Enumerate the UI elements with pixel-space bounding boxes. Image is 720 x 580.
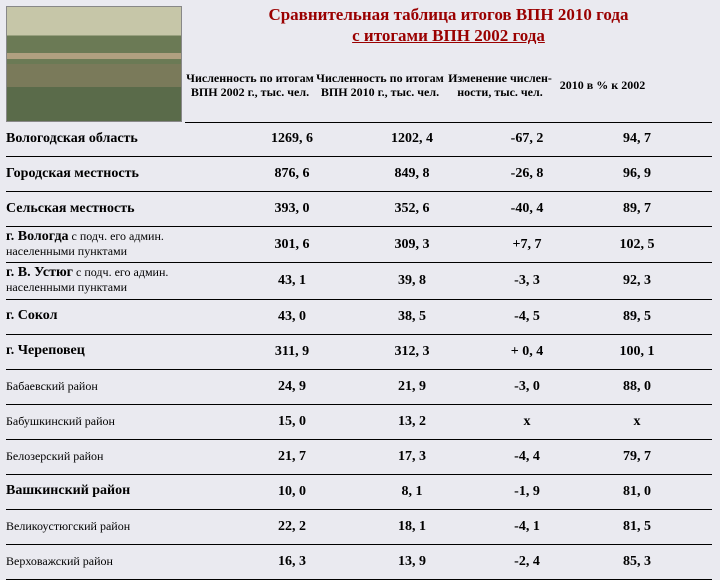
cell: -4, 1 (472, 519, 582, 535)
cell: 96, 9 (582, 166, 692, 182)
cell: 92, 3 (582, 273, 692, 289)
cell: 13, 2 (352, 414, 472, 430)
header-2002: Численность по итогам ВПН 2002 г., тыс. … (185, 72, 315, 100)
cell: 43, 1 (232, 273, 352, 289)
table-row: г. Череповец311, 9312, 3+ 0, 4100, 1 (6, 335, 712, 370)
table-row: Белозерский район21, 717, 3-4, 479, 7 (6, 440, 712, 475)
cell: 1269, 6 (232, 131, 352, 147)
row-label: Бабаевский район (6, 380, 232, 393)
cell: 89, 7 (582, 201, 692, 217)
row-label: г. Сокол (6, 309, 232, 324)
row-label-main: г. Вологда (6, 229, 69, 244)
cell: 88, 0 (582, 379, 692, 395)
table-row: г. Сокол43, 038, 5-4, 589, 5 (6, 300, 712, 335)
cell: 21, 7 (232, 449, 352, 465)
cell: 81, 5 (582, 519, 692, 535)
row-label: Вашкинский район (6, 484, 232, 499)
cell: -4, 5 (472, 309, 582, 325)
row-label: Великоустюгский район (6, 520, 232, 533)
cell: 85, 3 (582, 554, 692, 570)
page-title: Сравнительная таблица итогов ВПН 2010 го… (185, 4, 712, 47)
cell: 301, 6 (232, 237, 352, 253)
cell: 17, 3 (352, 449, 472, 465)
row-label-main: г. В. Устюг (6, 265, 73, 280)
cell: 22, 2 (232, 519, 352, 535)
cell: + 0, 4 (472, 344, 582, 360)
cell: 312, 3 (352, 344, 472, 360)
cell: -3, 0 (472, 379, 582, 395)
table-row: Сельская местность393, 0352, 6-40, 489, … (6, 192, 712, 227)
cell: 18, 1 (352, 519, 472, 535)
row-label: Белозерский район (6, 450, 232, 463)
cell: +7, 7 (472, 237, 582, 253)
row-label: Бабушкинский район (6, 415, 232, 428)
cell: 24, 9 (232, 379, 352, 395)
table-row: г. Вологда с подч. его админ. населенным… (6, 227, 712, 263)
cell: 16, 3 (232, 554, 352, 570)
cell: -67, 2 (472, 131, 582, 147)
cell: -4, 4 (472, 449, 582, 465)
cell: 43, 0 (232, 309, 352, 325)
cell: 876, 6 (232, 166, 352, 182)
table-row: г. В. Устюг с подч. его админ. населенны… (6, 263, 712, 299)
row-label: г. Череповец (6, 344, 232, 359)
table-row: Бабаевский район24, 921, 9-3, 088, 0 (6, 370, 712, 405)
cell: 100, 1 (582, 344, 692, 360)
village-photo (6, 6, 182, 122)
cell: 15, 0 (232, 414, 352, 430)
cell: 94, 7 (582, 131, 692, 147)
cell: 311, 9 (232, 344, 352, 360)
table-body: Вологодская область1269, 61202, 4-67, 29… (6, 122, 712, 580)
cell: 1202, 4 (352, 131, 472, 147)
table-headers: Численность по итогам ВПН 2002 г., тыс. … (185, 50, 712, 123)
cell: 21, 9 (352, 379, 472, 395)
header-percent: 2010 в % к 2002 (555, 79, 650, 93)
title-line-2: с итогами ВПН 2002 года (352, 26, 545, 45)
row-label: г. В. Устюг с подч. его админ. населенны… (6, 266, 232, 295)
cell: 352, 6 (352, 201, 472, 217)
row-label: Вологодская область (6, 132, 232, 147)
row-label: Сельская местность (6, 202, 232, 217)
cell: x (582, 414, 692, 430)
row-label: Городская местность (6, 167, 232, 182)
cell: -1, 9 (472, 484, 582, 500)
table-row: Вашкинский район10, 08, 1-1, 981, 0 (6, 475, 712, 510)
cell: 393, 0 (232, 201, 352, 217)
table-row: Верховажский район16, 313, 9-2, 485, 3 (6, 545, 712, 580)
cell: 38, 5 (352, 309, 472, 325)
cell: -3, 3 (472, 273, 582, 289)
row-label: Верховажский район (6, 555, 232, 568)
cell: 39, 8 (352, 273, 472, 289)
cell: 309, 3 (352, 237, 472, 253)
cell: 8, 1 (352, 484, 472, 500)
title-line-1: Сравнительная таблица итогов ВПН 2010 го… (268, 5, 628, 24)
header-2010: Численность по итогам ВПН 2010 г., тыс. … (315, 72, 445, 100)
cell: x (472, 414, 582, 430)
table-row: Вологодская область1269, 61202, 4-67, 29… (6, 122, 712, 157)
cell: 13, 9 (352, 554, 472, 570)
cell: 81, 0 (582, 484, 692, 500)
table-row: Городская местность876, 6849, 8-26, 896,… (6, 157, 712, 192)
cell: -2, 4 (472, 554, 582, 570)
table-row: Бабушкинский район15, 013, 2xx (6, 405, 712, 440)
cell: -26, 8 (472, 166, 582, 182)
header-change: Изменение числен-ности, тыс. чел. (445, 72, 555, 100)
census-comparison-page: Сравнительная таблица итогов ВПН 2010 го… (0, 0, 720, 540)
cell: 102, 5 (582, 237, 692, 253)
cell: -40, 4 (472, 201, 582, 217)
row-label: г. Вологда с подч. его админ. населенным… (6, 230, 232, 259)
cell: 849, 8 (352, 166, 472, 182)
cell: 79, 7 (582, 449, 692, 465)
cell: 10, 0 (232, 484, 352, 500)
cell: 89, 5 (582, 309, 692, 325)
